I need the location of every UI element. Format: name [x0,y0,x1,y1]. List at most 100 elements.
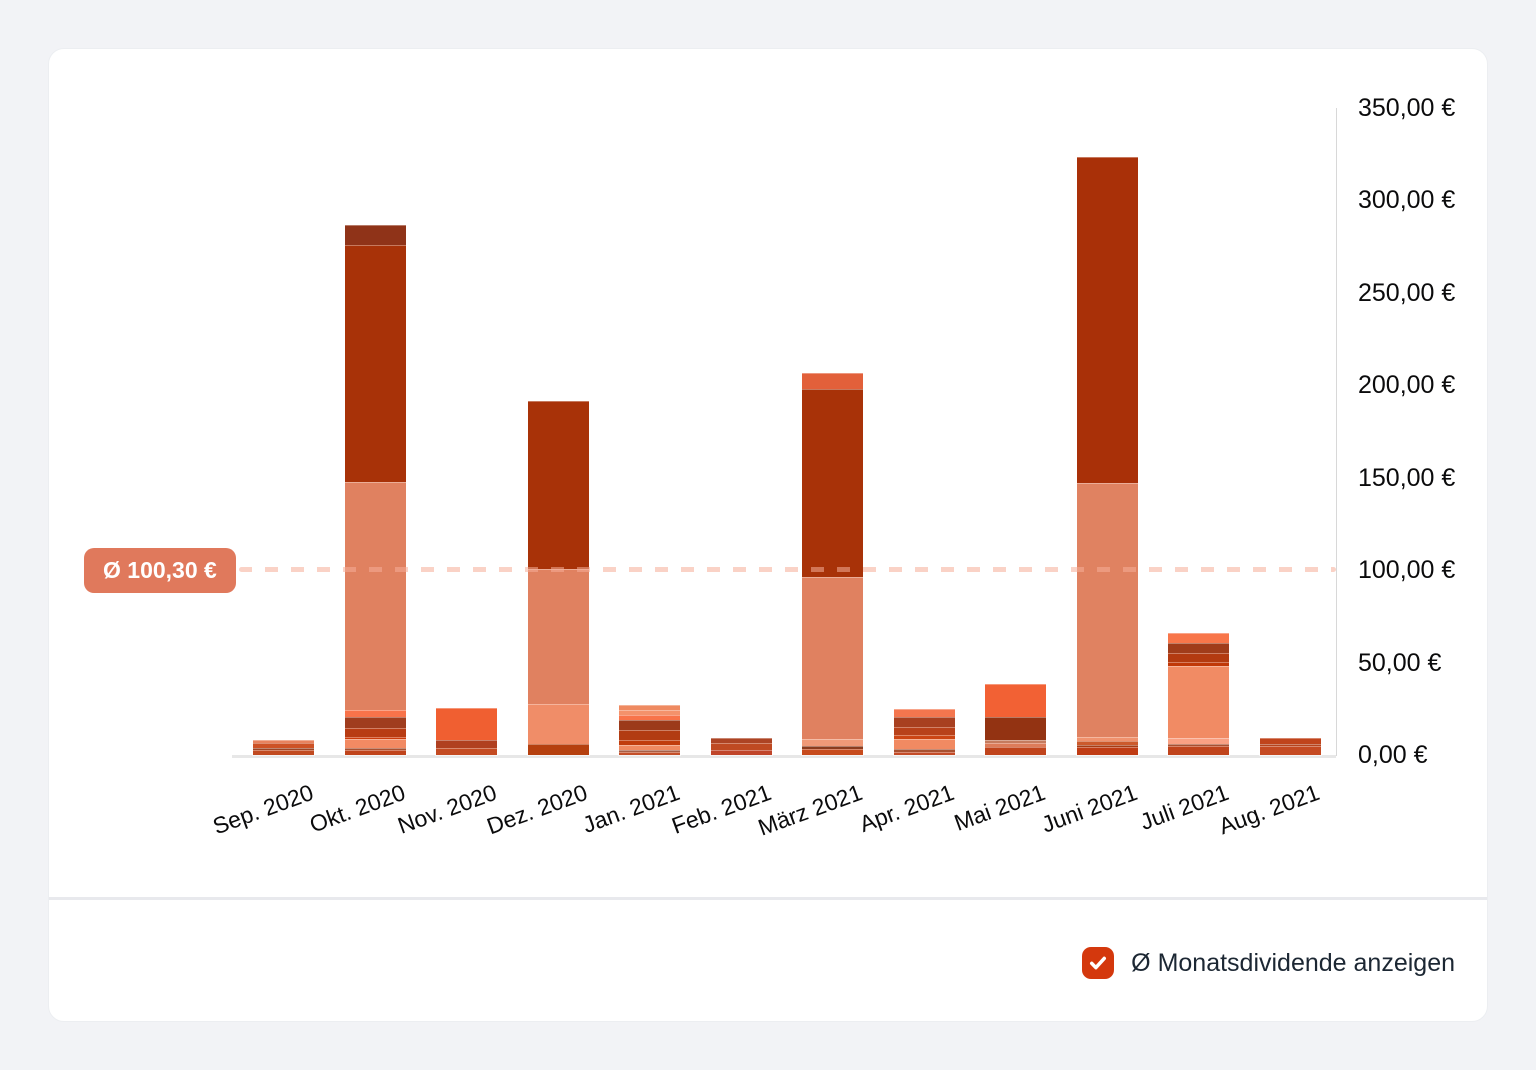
bar-segment [253,742,315,748]
bar-segment [802,746,864,750]
bar-segment [802,389,864,578]
chart-region: 350,00 € 300,00 € 250,00 € 200,00 € 150,00 €… [49,49,1489,898]
bar-okt-2020[interactable] [343,223,407,756]
x-category-label: Aug. 2021 [1215,779,1324,840]
bar-dez-2020[interactable] [526,399,590,756]
bar-segment [527,743,589,755]
bar-segment [527,569,589,704]
bar-segment [619,730,681,740]
bar-segment [1076,736,1138,741]
bar-segment [1259,737,1321,744]
bar-segment [344,716,406,728]
bar-segment [619,739,681,745]
bar-segment [985,740,1047,743]
checkmark-icon [1088,953,1108,973]
bar-segment [1168,632,1230,643]
x-category-label: Mai 2021 [950,779,1049,836]
x-category-label: Juni 2021 [1037,779,1141,838]
bar-segment [893,717,955,728]
bar-segment [710,737,772,743]
card-divider [49,897,1487,900]
bar-segment [344,727,406,737]
bar-segment [893,708,955,718]
bar-segment [1076,744,1138,748]
y-tick-label: 50,00 € [1358,648,1442,677]
bar-segment [802,749,864,755]
y-tick-label: 200,00 € [1358,371,1456,400]
x-category-label: Sep. 2020 [209,779,317,840]
bar-segment [1076,740,1138,745]
y-tick-label: 100,00 € [1358,556,1456,585]
x-axis-baseline [232,755,1336,758]
x-category-label: Nov. 2020 [393,779,500,839]
bar-segment [436,740,498,748]
x-category-label: Dez. 2020 [483,779,592,840]
bar-sep-2020[interactable] [252,739,316,756]
bar-segment [1168,652,1230,662]
footer-controls: Ø Monatsdividende anzeigen [1082,933,1455,993]
bar-segment [344,738,406,748]
bar-segment [1168,737,1230,744]
bar-apr-2021[interactable] [892,707,956,756]
bar-segment [710,749,772,755]
y-tick-label: 350,00 € [1358,94,1456,122]
bar-segment [253,747,315,750]
y-tick-label: 150,00 € [1358,463,1456,492]
bar-segment [893,727,955,735]
average-dividend-checkbox[interactable] [1082,947,1115,979]
bar-segment [344,749,406,755]
bar-märz-2021[interactable] [801,372,865,756]
y-tick-label: 300,00 € [1358,186,1456,215]
bar-segment [527,400,589,570]
bar-segment [985,717,1047,740]
bar-juli-2021[interactable] [1167,631,1231,756]
bar-segment [619,715,681,721]
x-category-label: März 2021 [754,779,866,841]
bar-segment [893,751,955,755]
bar-segment [436,747,498,755]
x-category-label: Feb. 2021 [667,779,775,839]
bar-segment [1259,745,1321,755]
average-dividend-checkbox-label[interactable]: Ø Monatsdividende anzeigen [1131,948,1455,977]
bar-segment [344,224,406,245]
x-category-label: Jan. 2021 [578,779,683,838]
x-category-label: Apr. 2021 [855,779,958,838]
bar-segment [802,373,864,390]
bar-segment [1076,483,1138,737]
bar-segment [802,739,864,747]
bar-segment [710,742,772,750]
bar-segment [985,742,1047,748]
bar-segment [344,244,406,482]
average-dividend-line [239,567,1336,573]
bar-segment [619,720,681,730]
bar-segment [893,739,955,750]
y-axis-line [1336,108,1337,756]
bar-jan-2021[interactable] [618,704,682,756]
bar-segment [893,735,955,740]
bar-mai-2021[interactable] [984,683,1048,756]
bar-nov-2020[interactable] [435,707,499,756]
bar-segment [1168,743,1230,746]
bar-feb-2021[interactable] [709,736,773,756]
bar-segment [619,751,681,755]
bar-segment [1168,666,1230,738]
bar-segment [802,577,864,740]
average-dividend-badge: Ø 100,30 € [84,548,236,594]
bar-segment [436,708,498,740]
y-tick-label: 0,00 € [1358,741,1428,769]
bar-segment [893,749,955,752]
bar-segment [985,684,1047,718]
bar-segment [1168,642,1230,653]
bar-juni-2021[interactable] [1075,156,1139,756]
bar-segment [344,709,406,717]
bar-segment [344,736,406,739]
x-category-label: Okt. 2020 [305,779,409,838]
bar-segment [1168,745,1230,755]
bar-segment [344,747,406,750]
y-tick-label: 250,00 € [1358,278,1456,307]
bar-segment [253,749,315,755]
bar-aug-2021[interactable] [1258,736,1322,756]
bar-segment [985,747,1047,755]
bar-segment [1076,747,1138,755]
x-category-label: Juli 2021 [1136,779,1232,835]
